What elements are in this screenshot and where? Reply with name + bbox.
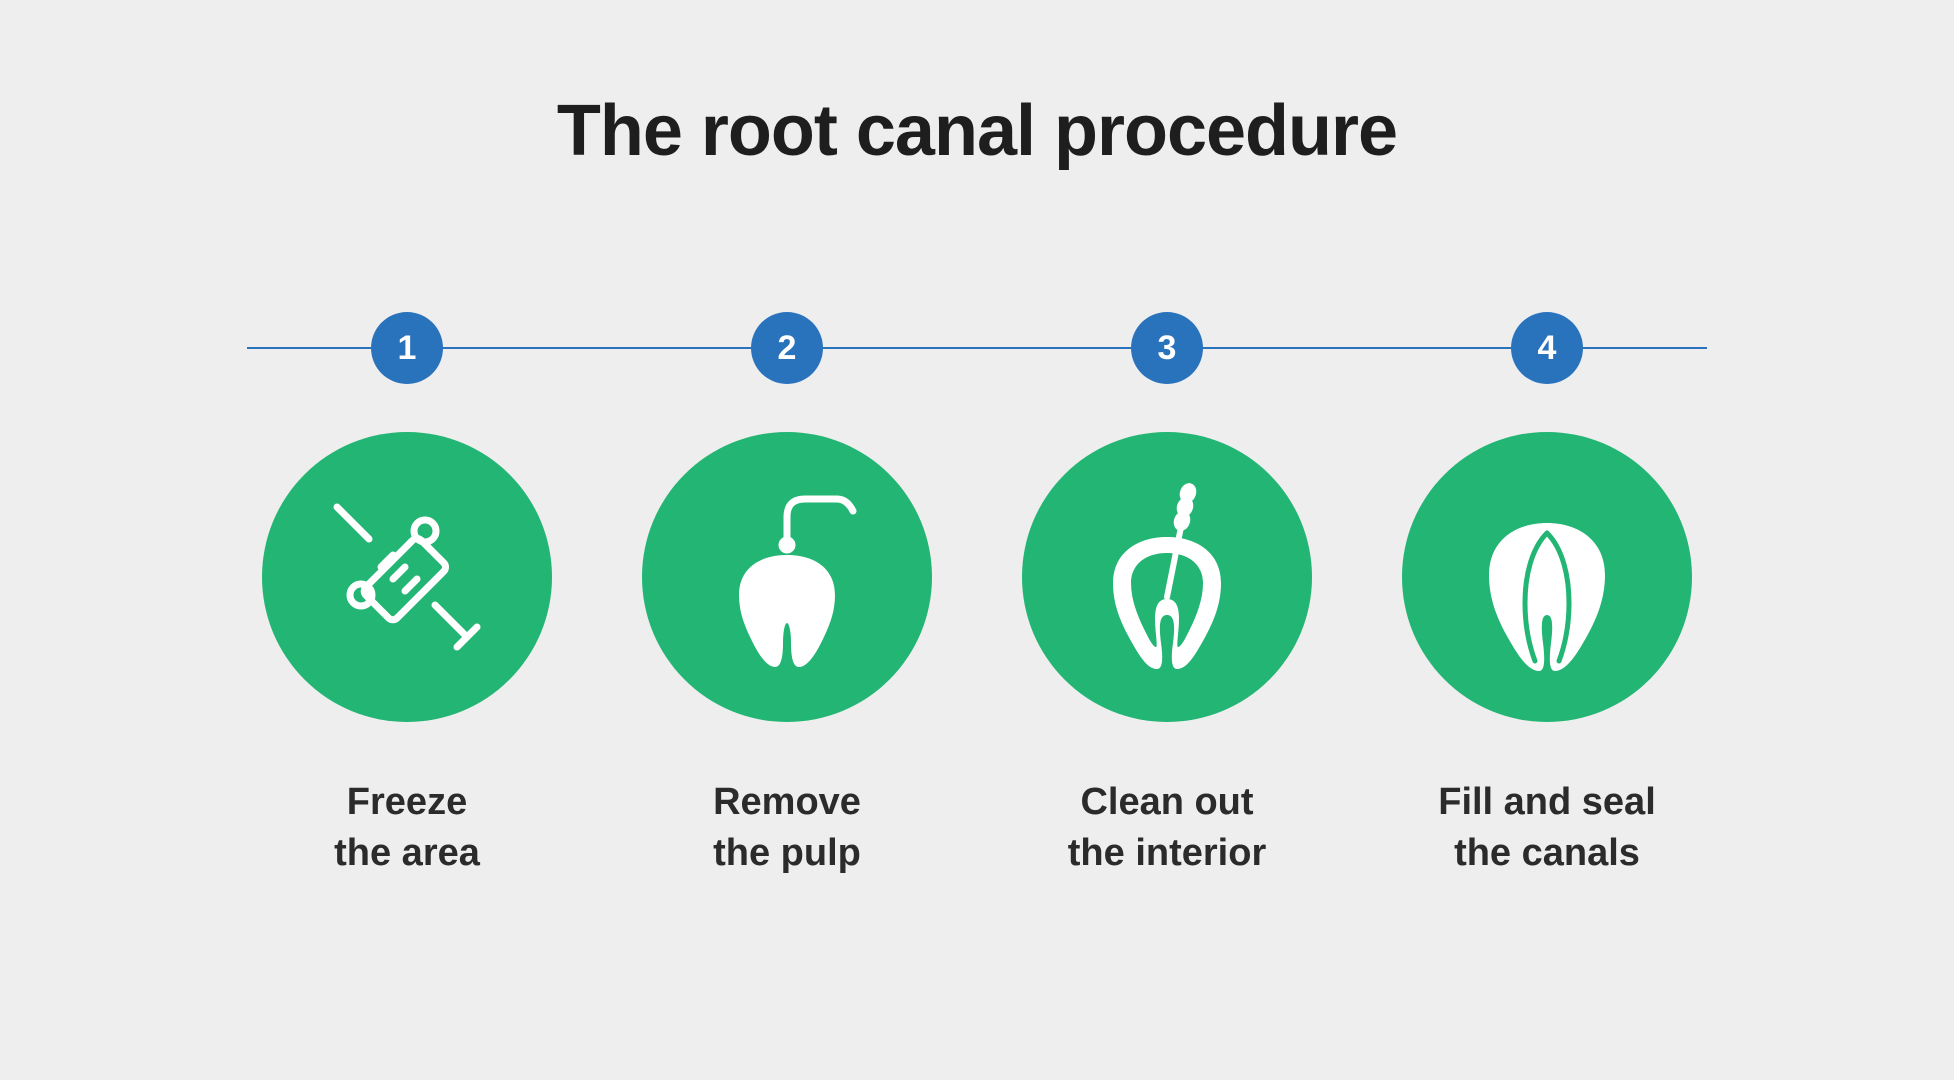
infographic-canvas: The root canal procedure 1: [0, 0, 1954, 1080]
step-3: 3 Clean out the interior: [1007, 312, 1327, 880]
drill-tooth-icon: [687, 477, 887, 677]
syringe-icon: [307, 477, 507, 677]
step-1: 1: [247, 312, 567, 880]
step-4: 4 Fill and seal the canals: [1387, 312, 1707, 880]
step-3-badge: 3: [1131, 312, 1203, 384]
step-2-caption-line2: the pulp: [713, 828, 861, 879]
step-4-badge: 4: [1511, 312, 1583, 384]
clean-tooth-icon: [1067, 477, 1267, 677]
fill-tooth-icon: [1447, 477, 1647, 677]
step-3-icon-circle: [1022, 432, 1312, 722]
step-4-icon-circle: [1402, 432, 1692, 722]
step-1-caption-line2: the area: [334, 828, 480, 879]
step-2-badge: 2: [751, 312, 823, 384]
step-3-caption-line2: the interior: [1068, 828, 1266, 879]
step-2-icon-circle: [642, 432, 932, 722]
step-1-badge: 1: [371, 312, 443, 384]
step-2: 2 Remove the pulp: [627, 312, 947, 880]
step-1-caption: Freeze the area: [334, 777, 480, 880]
steps-row: 1: [247, 312, 1707, 880]
step-4-caption-line1: Fill and seal: [1438, 777, 1656, 828]
step-3-caption-line1: Clean out: [1068, 777, 1266, 828]
step-1-caption-line1: Freeze: [334, 777, 480, 828]
step-4-caption: Fill and seal the canals: [1438, 777, 1656, 880]
step-2-caption-line1: Remove: [713, 777, 861, 828]
step-2-caption: Remove the pulp: [713, 777, 861, 880]
step-1-icon-circle: [262, 432, 552, 722]
step-4-caption-line2: the canals: [1438, 828, 1656, 879]
infographic-title: The root canal procedure: [0, 90, 1954, 172]
step-3-caption: Clean out the interior: [1068, 777, 1266, 880]
